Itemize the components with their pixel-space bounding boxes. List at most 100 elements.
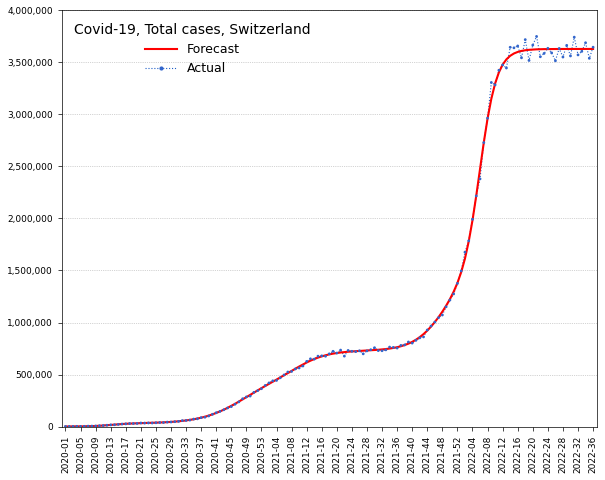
Point bbox=[94, 422, 104, 430]
Point bbox=[215, 408, 225, 415]
Point bbox=[257, 385, 266, 393]
Point bbox=[76, 422, 85, 430]
Point bbox=[535, 53, 545, 60]
Point bbox=[113, 420, 123, 428]
Point bbox=[79, 422, 89, 430]
Point bbox=[351, 348, 361, 356]
Point bbox=[456, 267, 466, 275]
Point bbox=[373, 347, 383, 354]
Point bbox=[245, 392, 255, 400]
Point bbox=[162, 418, 172, 426]
Point bbox=[573, 51, 583, 59]
Point bbox=[532, 33, 541, 40]
Point bbox=[385, 343, 394, 351]
Point bbox=[483, 114, 492, 122]
Point bbox=[471, 192, 481, 200]
Point bbox=[581, 39, 590, 47]
Point bbox=[362, 347, 372, 355]
Point bbox=[329, 348, 338, 355]
Point bbox=[68, 422, 78, 430]
Point bbox=[445, 296, 455, 304]
Point bbox=[407, 339, 417, 347]
Point bbox=[400, 341, 410, 349]
Point bbox=[434, 314, 443, 322]
Point bbox=[449, 290, 459, 298]
Point bbox=[174, 418, 183, 425]
Point bbox=[272, 377, 281, 384]
Point bbox=[528, 41, 538, 49]
Point bbox=[117, 420, 127, 428]
Point bbox=[177, 417, 187, 424]
Point bbox=[83, 422, 93, 430]
Point bbox=[280, 371, 289, 379]
Point bbox=[151, 419, 161, 427]
Point bbox=[99, 422, 108, 430]
Point bbox=[415, 334, 425, 342]
Point bbox=[358, 350, 368, 358]
Point bbox=[91, 422, 100, 430]
Point bbox=[539, 49, 549, 57]
Point bbox=[298, 362, 308, 370]
Point bbox=[72, 422, 82, 430]
Point bbox=[324, 350, 334, 358]
Point bbox=[140, 419, 149, 427]
Point bbox=[339, 352, 349, 360]
Point bbox=[392, 344, 402, 352]
Point bbox=[226, 403, 236, 410]
Point bbox=[241, 393, 251, 401]
Point bbox=[498, 61, 508, 69]
Point bbox=[437, 311, 447, 319]
Point bbox=[377, 347, 387, 355]
Point bbox=[132, 420, 142, 427]
Point bbox=[302, 358, 312, 365]
Point bbox=[234, 398, 244, 406]
Point bbox=[260, 382, 270, 389]
Point bbox=[313, 352, 323, 360]
Point bbox=[404, 338, 413, 346]
Point bbox=[136, 419, 146, 427]
Point bbox=[396, 342, 406, 349]
Point bbox=[517, 54, 526, 61]
Point bbox=[317, 352, 327, 360]
Point bbox=[249, 388, 259, 396]
Point bbox=[238, 395, 247, 403]
Point bbox=[211, 409, 221, 417]
Point bbox=[121, 420, 131, 428]
Point bbox=[268, 377, 278, 384]
Point bbox=[192, 415, 202, 422]
Point bbox=[422, 326, 432, 334]
Point bbox=[204, 412, 214, 420]
Point bbox=[468, 216, 477, 223]
Point bbox=[196, 414, 206, 421]
Point bbox=[524, 57, 534, 64]
Point bbox=[426, 322, 436, 330]
Point bbox=[566, 52, 575, 60]
Point bbox=[275, 374, 285, 382]
Point bbox=[219, 406, 229, 414]
Point bbox=[453, 279, 462, 287]
Point bbox=[306, 355, 315, 363]
Point bbox=[558, 53, 567, 61]
Point bbox=[543, 45, 553, 52]
Point bbox=[562, 41, 572, 49]
Point bbox=[170, 418, 180, 426]
Point bbox=[547, 49, 557, 57]
Point bbox=[441, 303, 451, 311]
Point bbox=[502, 64, 511, 72]
Point bbox=[64, 423, 74, 431]
Point bbox=[584, 54, 594, 62]
Point bbox=[588, 43, 598, 51]
Point bbox=[148, 419, 157, 427]
Point bbox=[475, 175, 485, 183]
Point bbox=[554, 45, 564, 52]
Point bbox=[343, 347, 353, 354]
Point bbox=[287, 368, 296, 375]
Point bbox=[185, 416, 195, 424]
Point bbox=[490, 81, 500, 89]
Point bbox=[128, 420, 138, 427]
Point bbox=[223, 404, 232, 412]
Point bbox=[513, 42, 523, 50]
Point bbox=[355, 347, 364, 355]
Point bbox=[106, 421, 116, 429]
Point bbox=[110, 421, 119, 429]
